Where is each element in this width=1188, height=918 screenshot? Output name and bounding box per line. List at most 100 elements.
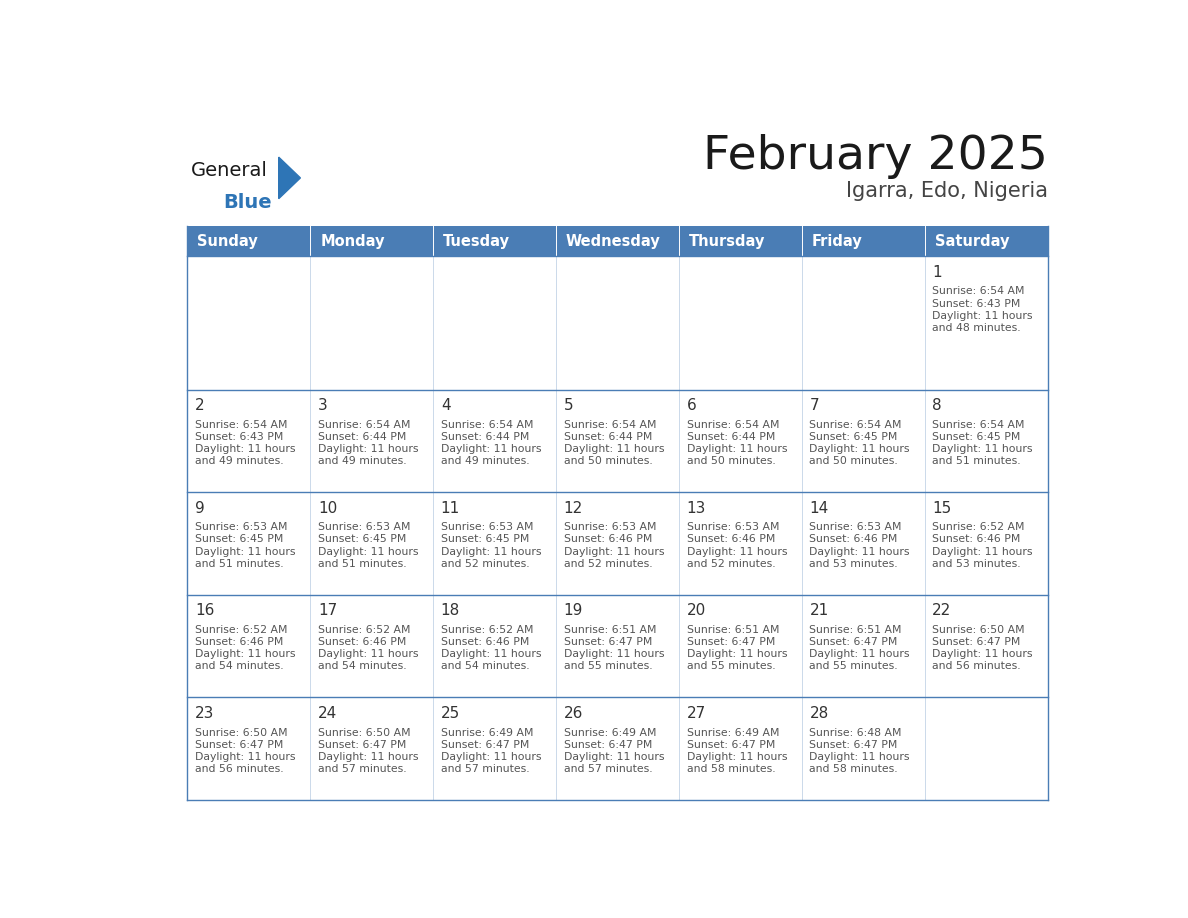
Text: Sunset: 6:47 PM: Sunset: 6:47 PM	[933, 637, 1020, 647]
Text: and 55 minutes.: and 55 minutes.	[687, 661, 776, 671]
Text: and 57 minutes.: and 57 minutes.	[318, 764, 406, 774]
Bar	[188, 226, 310, 256]
Bar	[434, 595, 556, 698]
Text: Daylight: 11 hours: Daylight: 11 hours	[318, 546, 418, 556]
Text: Sunset: 6:47 PM: Sunset: 6:47 PM	[809, 637, 898, 647]
Text: Sunrise: 6:52 AM: Sunrise: 6:52 AM	[441, 625, 533, 635]
Text: Sunset: 6:47 PM: Sunset: 6:47 PM	[441, 740, 529, 750]
Text: Daylight: 11 hours: Daylight: 11 hours	[809, 649, 910, 659]
Text: and 56 minutes.: and 56 minutes.	[933, 661, 1020, 671]
Text: and 51 minutes.: and 51 minutes.	[195, 559, 284, 569]
Text: 28: 28	[809, 706, 829, 721]
Polygon shape	[279, 157, 301, 198]
Text: Daylight: 11 hours: Daylight: 11 hours	[809, 752, 910, 762]
Text: Daylight: 11 hours: Daylight: 11 hours	[441, 752, 542, 762]
Bar	[188, 389, 310, 492]
Bar	[310, 389, 434, 492]
Text: Sunset: 6:45 PM: Sunset: 6:45 PM	[933, 431, 1020, 442]
Text: Daylight: 11 hours: Daylight: 11 hours	[195, 752, 296, 762]
Text: Sunrise: 6:54 AM: Sunrise: 6:54 AM	[933, 286, 1025, 297]
Text: and 53 minutes.: and 53 minutes.	[809, 559, 898, 569]
Text: and 56 minutes.: and 56 minutes.	[195, 764, 284, 774]
Bar	[434, 389, 556, 492]
Text: Sunset: 6:46 PM: Sunset: 6:46 PM	[809, 534, 898, 544]
Text: and 54 minutes.: and 54 minutes.	[441, 661, 530, 671]
Text: Thursday: Thursday	[689, 233, 765, 249]
Text: Sunset: 6:46 PM: Sunset: 6:46 PM	[195, 637, 284, 647]
Text: 9: 9	[195, 500, 204, 516]
Text: and 50 minutes.: and 50 minutes.	[687, 456, 776, 466]
Text: and 57 minutes.: and 57 minutes.	[563, 764, 652, 774]
Text: 14: 14	[809, 500, 829, 516]
Text: Blue: Blue	[223, 193, 272, 212]
Text: Daylight: 11 hours: Daylight: 11 hours	[563, 546, 664, 556]
Text: and 54 minutes.: and 54 minutes.	[195, 661, 284, 671]
Text: and 51 minutes.: and 51 minutes.	[933, 456, 1020, 466]
Text: Sunset: 6:46 PM: Sunset: 6:46 PM	[318, 637, 406, 647]
Text: Sunrise: 6:52 AM: Sunrise: 6:52 AM	[318, 625, 410, 635]
Text: Daylight: 11 hours: Daylight: 11 hours	[195, 649, 296, 659]
Text: Friday: Friday	[811, 233, 862, 249]
Bar	[556, 698, 678, 800]
Bar	[802, 595, 924, 698]
Text: Sunset: 6:44 PM: Sunset: 6:44 PM	[687, 431, 775, 442]
Bar	[802, 389, 924, 492]
Text: Daylight: 11 hours: Daylight: 11 hours	[933, 444, 1032, 454]
Text: 25: 25	[441, 706, 460, 721]
Text: Daylight: 11 hours: Daylight: 11 hours	[687, 752, 788, 762]
Text: Daylight: 11 hours: Daylight: 11 hours	[195, 444, 296, 454]
Text: 21: 21	[809, 603, 829, 619]
Bar	[802, 698, 924, 800]
Text: Sunset: 6:46 PM: Sunset: 6:46 PM	[441, 637, 529, 647]
Text: 1: 1	[933, 265, 942, 280]
Text: 6: 6	[687, 398, 696, 413]
Text: Sunrise: 6:54 AM: Sunrise: 6:54 AM	[933, 420, 1025, 430]
Text: Sunset: 6:45 PM: Sunset: 6:45 PM	[318, 534, 406, 544]
Text: and 55 minutes.: and 55 minutes.	[809, 661, 898, 671]
Text: Sunrise: 6:54 AM: Sunrise: 6:54 AM	[441, 420, 533, 430]
Text: and 49 minutes.: and 49 minutes.	[441, 456, 530, 466]
Text: Daylight: 11 hours: Daylight: 11 hours	[687, 649, 788, 659]
Bar	[556, 492, 678, 595]
Text: 23: 23	[195, 706, 214, 721]
Text: Sunrise: 6:50 AM: Sunrise: 6:50 AM	[195, 727, 287, 737]
Bar	[924, 595, 1048, 698]
Text: Tuesday: Tuesday	[443, 233, 510, 249]
Text: Sunset: 6:45 PM: Sunset: 6:45 PM	[195, 534, 284, 544]
Text: 4: 4	[441, 398, 450, 413]
Text: Sunset: 6:47 PM: Sunset: 6:47 PM	[809, 740, 898, 750]
Text: Sunset: 6:46 PM: Sunset: 6:46 PM	[933, 534, 1020, 544]
Bar	[188, 698, 310, 800]
Text: Wednesday: Wednesday	[565, 233, 661, 249]
Bar	[310, 226, 434, 256]
Text: Monday: Monday	[321, 233, 385, 249]
Text: Sunset: 6:44 PM: Sunset: 6:44 PM	[563, 431, 652, 442]
Text: Sunrise: 6:54 AM: Sunrise: 6:54 AM	[687, 420, 779, 430]
Text: Sunset: 6:45 PM: Sunset: 6:45 PM	[809, 431, 898, 442]
Bar	[556, 256, 678, 389]
Text: Sunrise: 6:53 AM: Sunrise: 6:53 AM	[687, 522, 779, 532]
Text: 18: 18	[441, 603, 460, 619]
Bar	[556, 226, 678, 256]
Text: Daylight: 11 hours: Daylight: 11 hours	[441, 546, 542, 556]
Bar	[678, 698, 802, 800]
Text: Daylight: 11 hours: Daylight: 11 hours	[933, 649, 1032, 659]
Text: 13: 13	[687, 500, 706, 516]
Text: Sunrise: 6:50 AM: Sunrise: 6:50 AM	[318, 727, 411, 737]
Text: Sunset: 6:44 PM: Sunset: 6:44 PM	[441, 431, 529, 442]
Text: and 54 minutes.: and 54 minutes.	[318, 661, 406, 671]
Text: Sunrise: 6:53 AM: Sunrise: 6:53 AM	[441, 522, 533, 532]
Text: Sunset: 6:45 PM: Sunset: 6:45 PM	[441, 534, 529, 544]
Text: Sunset: 6:44 PM: Sunset: 6:44 PM	[318, 431, 406, 442]
Text: Sunday: Sunday	[197, 233, 258, 249]
Text: 5: 5	[563, 398, 574, 413]
Text: and 50 minutes.: and 50 minutes.	[563, 456, 652, 466]
Bar	[924, 226, 1048, 256]
Text: Sunset: 6:43 PM: Sunset: 6:43 PM	[933, 298, 1020, 308]
Text: Daylight: 11 hours: Daylight: 11 hours	[933, 546, 1032, 556]
Text: 15: 15	[933, 500, 952, 516]
Text: Sunrise: 6:49 AM: Sunrise: 6:49 AM	[563, 727, 656, 737]
Text: 20: 20	[687, 603, 706, 619]
Text: and 49 minutes.: and 49 minutes.	[318, 456, 406, 466]
Bar	[434, 492, 556, 595]
